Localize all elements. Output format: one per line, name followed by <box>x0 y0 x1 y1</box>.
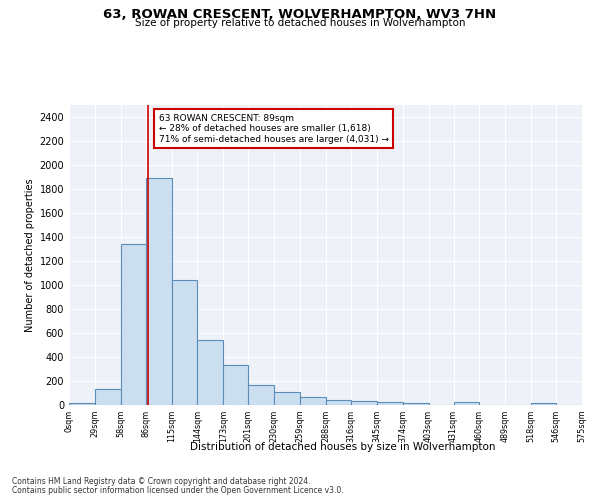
Bar <box>403 403 428 405</box>
Text: Size of property relative to detached houses in Wolverhampton: Size of property relative to detached ho… <box>135 18 465 28</box>
Bar <box>326 400 351 405</box>
Bar <box>146 178 172 405</box>
Text: Contains public sector information licensed under the Open Government Licence v3: Contains public sector information licen… <box>12 486 344 495</box>
Bar <box>95 390 121 405</box>
Bar <box>300 397 326 405</box>
Text: Distribution of detached houses by size in Wolverhampton: Distribution of detached houses by size … <box>190 442 496 452</box>
Bar <box>274 392 300 405</box>
Bar <box>223 365 248 405</box>
Bar <box>121 244 146 405</box>
Bar <box>454 402 479 405</box>
Bar <box>197 340 223 405</box>
Bar <box>377 402 403 405</box>
Text: 63 ROWAN CRESCENT: 89sqm
← 28% of detached houses are smaller (1,618)
71% of sem: 63 ROWAN CRESCENT: 89sqm ← 28% of detach… <box>159 114 389 144</box>
Bar <box>351 402 377 405</box>
Bar <box>248 385 274 405</box>
Bar <box>531 403 556 405</box>
Bar <box>172 280 197 405</box>
Text: Contains HM Land Registry data © Crown copyright and database right 2024.: Contains HM Land Registry data © Crown c… <box>12 478 311 486</box>
Bar <box>69 403 95 405</box>
Y-axis label: Number of detached properties: Number of detached properties <box>25 178 35 332</box>
Text: 63, ROWAN CRESCENT, WOLVERHAMPTON, WV3 7HN: 63, ROWAN CRESCENT, WOLVERHAMPTON, WV3 7… <box>103 8 497 20</box>
